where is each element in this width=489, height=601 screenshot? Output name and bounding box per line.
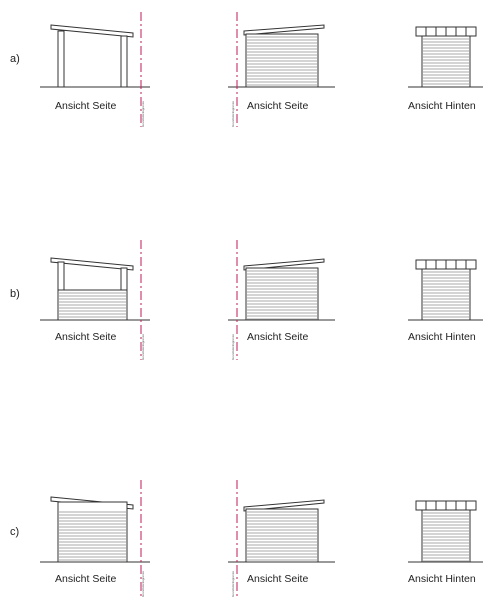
post-right — [120, 267, 128, 291]
roof — [50, 24, 134, 38]
row-label-a: a) — [10, 53, 20, 65]
cladding-slats — [423, 271, 469, 318]
post-left — [57, 261, 65, 291]
property-line-label: Grundstücksgrenze — [231, 101, 235, 127]
post-left — [57, 30, 65, 88]
view-a-seite-1: Grundstücksgrenze Ansicht Seite — [40, 12, 150, 127]
property-line-label: Grundstücksgrenze — [141, 334, 145, 360]
cladding-slats — [59, 292, 126, 318]
view-c-seite-1: Grundstücksgrenze Ansicht Seite — [40, 480, 150, 597]
view-b-seite-2: Grundstücksgrenze Ansicht Seite — [228, 240, 335, 360]
view-label: Ansicht Hinten — [408, 573, 476, 585]
view-b-hinten: Ansicht Hinten — [408, 259, 483, 343]
rafter-ends — [425, 501, 467, 510]
row-label-b: b) — [10, 288, 20, 300]
wall — [421, 509, 471, 563]
property-line-label: Grundstücksgrenze — [141, 571, 145, 597]
row-a: a) Grundstücksgrenze Ansicht Seite Grund… — [10, 12, 483, 127]
view-label: Ansicht Seite — [55, 100, 116, 112]
view-a-hinten: Ansicht Hinten — [408, 26, 483, 112]
wall — [57, 501, 128, 563]
view-b-seite-1: Grundstücksgrenze Ansicht Seite — [40, 240, 150, 360]
row-c: c) Grundstücksgrenze Ansicht Seite Grund… — [10, 480, 483, 597]
view-label: Ansicht Seite — [55, 573, 116, 585]
rafter-ends — [425, 27, 467, 36]
property-line-label: Grundstücksgrenze — [231, 334, 235, 360]
property-line-label: Grundstücksgrenze — [231, 571, 235, 597]
property-line-label: Grundstücksgrenze — [141, 101, 145, 127]
view-label: Ansicht Seite — [247, 331, 308, 343]
view-label: Ansicht Seite — [55, 331, 116, 343]
view-c-seite-2: Grundstücksgrenze Ansicht Seite — [228, 480, 335, 597]
view-label: Ansicht Hinten — [408, 100, 476, 112]
cladding-slats — [247, 36, 317, 86]
post-right — [120, 35, 128, 88]
wall — [421, 268, 471, 321]
cladding-slats — [247, 270, 317, 320]
roof — [50, 257, 134, 271]
roof — [243, 258, 325, 271]
cladding-slats — [423, 38, 469, 85]
row-label-c: c) — [10, 526, 19, 538]
wall — [421, 35, 471, 88]
roof — [243, 499, 325, 512]
view-c-hinten: Ansicht Hinten — [408, 500, 483, 585]
wall — [245, 267, 319, 321]
rafter-ends — [425, 260, 467, 269]
roof — [243, 24, 325, 36]
view-label: Ansicht Seite — [247, 573, 308, 585]
view-label: Ansicht Hinten — [408, 331, 476, 343]
cladding-slats — [423, 512, 469, 562]
row-b: b) Grundstücksgrenze Ansicht Seite Grund… — [10, 240, 483, 360]
view-label: Ansicht Seite — [247, 100, 308, 112]
cladding-slats — [59, 511, 126, 561]
view-a-seite-2: Grundstücksgrenze Ansicht Seite — [228, 12, 335, 127]
cladding-slats — [247, 511, 317, 561]
